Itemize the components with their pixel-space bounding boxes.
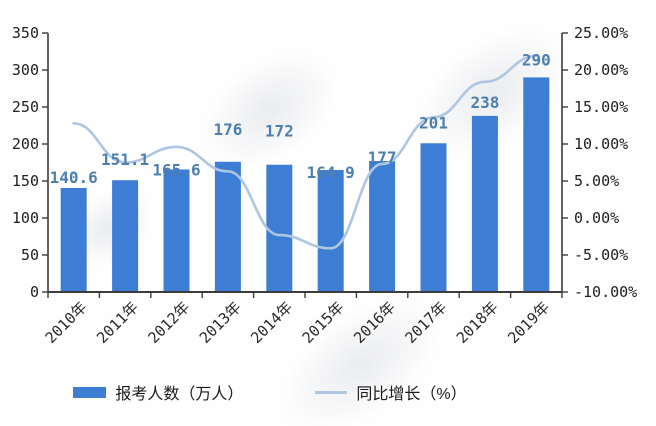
x-axis-label-2014年: 2014年: [247, 298, 296, 347]
legend-label-applicants: 报考人数（万人）: [115, 386, 244, 403]
right-axis-tick-label: 0.00%: [574, 209, 619, 227]
x-axis-label-2016年: 2016年: [350, 298, 399, 347]
x-axis-label-2011年: 2011年: [93, 298, 142, 347]
left-axis-tick-label: 200: [12, 135, 39, 153]
left-axis-tick-label: 100: [12, 209, 39, 227]
right-axis-tick-label: -5.00%: [574, 246, 628, 264]
left-axis-tick-label: 350: [12, 24, 39, 42]
legend-item-applicants: 报考人数（万人）: [73, 380, 243, 404]
bar-2012年: [163, 169, 190, 292]
bar-value-label: 140.6: [50, 168, 98, 187]
bar-value-label: 151.1: [101, 150, 149, 169]
bar-2010年: [60, 187, 87, 292]
bars-group: [60, 77, 550, 293]
bar-2011年: [112, 180, 139, 292]
bar-value-label: 201: [419, 113, 448, 132]
legend-label-growth: 同比增长（%）: [356, 386, 467, 403]
right-axis-tick-label: 20.00%: [574, 61, 628, 79]
growth-line: [72, 54, 538, 250]
bar-2015年: [317, 169, 344, 292]
bar-2018年: [471, 115, 498, 292]
axes-group: 350 300 250 200 150 100 50 0 25.00% 20.00% 15.00% 1…: [12, 24, 637, 301]
left-axis-tick-label: 300: [12, 61, 39, 79]
x-axis-label-2015年: 2015年: [299, 298, 348, 347]
x-axis-labels: 2010年 2011年 2012年 2013年 2014年 2015年 2016年 2017年…: [42, 298, 553, 347]
bar-2016年: [369, 161, 396, 292]
bar-value-label: 164.9: [307, 163, 355, 182]
right-axis-tick-label: 5.00%: [574, 172, 619, 190]
left-axis-tick-label: 0: [30, 283, 39, 301]
right-axis-tick-label: 10.00%: [574, 135, 628, 153]
x-axis-label-2012年: 2012年: [144, 298, 193, 347]
x-axis-label-2017年: 2017年: [401, 298, 450, 347]
bar-value-label: 177: [368, 148, 397, 167]
left-axis-tick-label: 50: [21, 246, 39, 264]
bar-value-label: 176: [213, 120, 242, 139]
x-axis-label-2013年: 2013年: [196, 298, 245, 347]
bar-2014年: [266, 164, 293, 292]
bar-value-label: 238: [470, 93, 499, 112]
x-axis-label-2010年: 2010年: [42, 298, 91, 347]
bar-value-label: 165.6: [152, 160, 200, 179]
legend-item-growth: 同比增长（%）: [315, 380, 467, 404]
left-axis-tick-label: 250: [12, 98, 39, 116]
bar-2013年: [214, 161, 241, 292]
right-axis-tick-label: -10.00%: [574, 283, 637, 301]
x-axis-label-2018年: 2018年: [453, 298, 502, 347]
bar-value-label: 290: [522, 50, 551, 69]
line-series-swatch: [315, 390, 348, 394]
bar-2017年: [420, 143, 447, 292]
bar-value-label: 172: [265, 122, 294, 141]
x-axis-label-2019年: 2019年: [504, 298, 553, 347]
left-axis-tick-label: 150: [12, 172, 39, 190]
legend: 报考人数（万人） 同比增长（%）: [0, 380, 598, 404]
right-axis-tick-label: 25.00%: [574, 24, 628, 42]
right-axis-tick-label: 15.00%: [574, 98, 628, 116]
bar-series-swatch: [73, 386, 107, 398]
bar-2019年: [523, 77, 550, 293]
